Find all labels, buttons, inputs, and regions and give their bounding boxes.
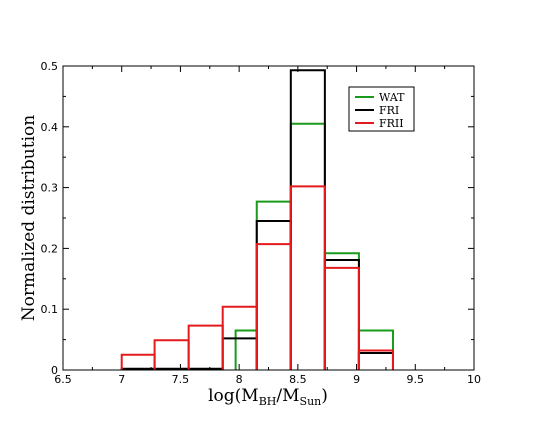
y-tick-label: 0.1	[41, 303, 59, 316]
x-tick-label: 6.5	[54, 373, 72, 386]
y-tick-label: 0.5	[41, 60, 59, 73]
x-axis-title-sub1: BH	[259, 395, 277, 408]
axis-ticks	[62, 65, 475, 371]
legend-label-fri: FRI	[379, 104, 399, 117]
x-axis-title-sep: /M	[276, 386, 299, 406]
y-tick-label: 0	[51, 364, 58, 377]
x-tick-label: 8.5	[289, 373, 307, 386]
x-tick-label: 9	[353, 373, 360, 386]
y-tick-label: 0.4	[41, 121, 59, 134]
x-axis-title: log(MBH/MSun)	[208, 386, 328, 408]
x-tick-label: 9.5	[407, 373, 425, 386]
bar-wat	[323, 252, 360, 370]
bar-wat	[289, 122, 326, 370]
bar-frii	[187, 324, 224, 370]
x-tick-label: 7	[118, 373, 125, 386]
legend-label-wat: WAT	[379, 91, 405, 104]
x-tick-label: 7.5	[172, 373, 190, 386]
bar-frii	[289, 185, 326, 370]
bar-frii	[255, 243, 292, 370]
x-axis-title-close: )	[321, 386, 328, 406]
y-tick-label: 0.2	[41, 242, 59, 255]
series-wat	[234, 122, 394, 370]
x-tick-label: 8	[236, 373, 243, 386]
bar-frii	[323, 266, 360, 370]
bar-frii	[153, 339, 190, 370]
bar-fri	[289, 69, 326, 370]
bar-wat	[255, 200, 292, 370]
bar-fri	[323, 258, 360, 370]
y-axis-title: Normalized distribution	[19, 115, 39, 321]
series-frii	[120, 185, 394, 370]
y-tick-label: 0.3	[41, 182, 59, 195]
bar-fri	[357, 351, 394, 370]
bar-frii	[357, 349, 394, 370]
bar-fri	[221, 337, 258, 370]
plot-frame	[62, 65, 475, 371]
series-layer	[120, 69, 394, 370]
legend-label-frii: FRII	[379, 117, 404, 130]
x-axis-title-sub2: Sun	[300, 395, 322, 408]
bar-frii	[120, 353, 156, 370]
y-tick-labels: 0 0.1 0.2 0.3 0.4 0.5	[41, 60, 59, 377]
x-axis-title-main: log(M	[208, 386, 259, 406]
x-tick-labels: 6.5 7 7.5 8 8.5 9 9.5 10	[54, 373, 481, 386]
x-tick-label: 10	[467, 373, 481, 386]
